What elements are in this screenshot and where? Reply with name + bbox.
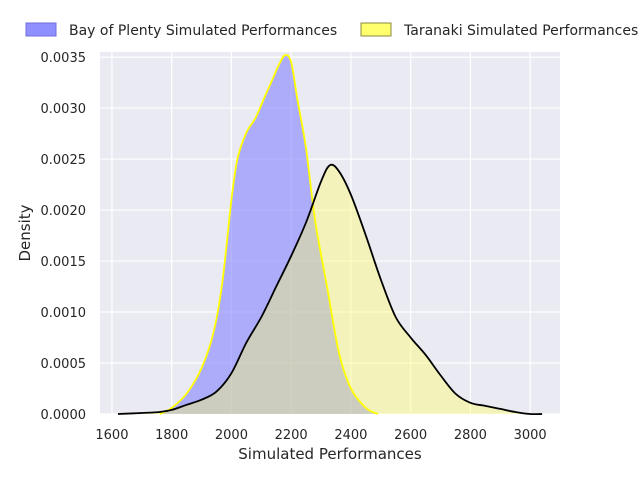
y-tick-label: 0.0015 [41, 255, 87, 270]
x-tick-label: 2800 [454, 428, 487, 443]
density-area-series-2 [117, 164, 543, 415]
y-tick-labels: 0.0000 0.0005 0.0010 0.0015 0.0020 0.0025 0.00… [41, 51, 87, 423]
legend-swatch-series-1 [25, 22, 57, 37]
y-tick-label: 0.0030 [41, 102, 87, 117]
density-line-series-2 [117, 163, 543, 416]
x-tick-label: 1600 [95, 428, 128, 443]
y-tick-label: 0.0005 [41, 357, 87, 372]
density-areas [117, 54, 543, 416]
y-axis-label: Density [16, 204, 34, 261]
legend: Bay of Plenty Simulated Performances Tara… [25, 22, 638, 39]
y-tick-label: 0.0020 [41, 204, 87, 219]
x-axis-label: Simulated Performances [238, 445, 422, 463]
legend-swatch-series-2 [360, 22, 392, 37]
x-tick-label: 3000 [514, 428, 547, 443]
legend-label-series-1: Bay of Plenty Simulated Performances [69, 23, 337, 39]
x-tick-label: 2000 [215, 428, 248, 443]
x-tick-label: 2200 [275, 428, 308, 443]
x-tick-label: 1800 [155, 428, 188, 443]
y-tick-label: 0.0025 [41, 153, 87, 168]
y-tick-label: 0.0000 [41, 408, 87, 423]
x-tick-label: 2600 [394, 428, 427, 443]
y-tick-label: 0.0035 [41, 51, 87, 66]
density-line-series-1 [159, 54, 379, 415]
y-tick-label: 0.0010 [41, 306, 87, 321]
x-tick-label: 2400 [334, 428, 367, 443]
density-area-series-1 [159, 54, 378, 414]
x-tick-labels: 1600 1800 2000 2200 2400 2600 2800 3000 [95, 428, 546, 443]
legend-label-series-2: Taranaki Simulated Performances [403, 23, 638, 39]
